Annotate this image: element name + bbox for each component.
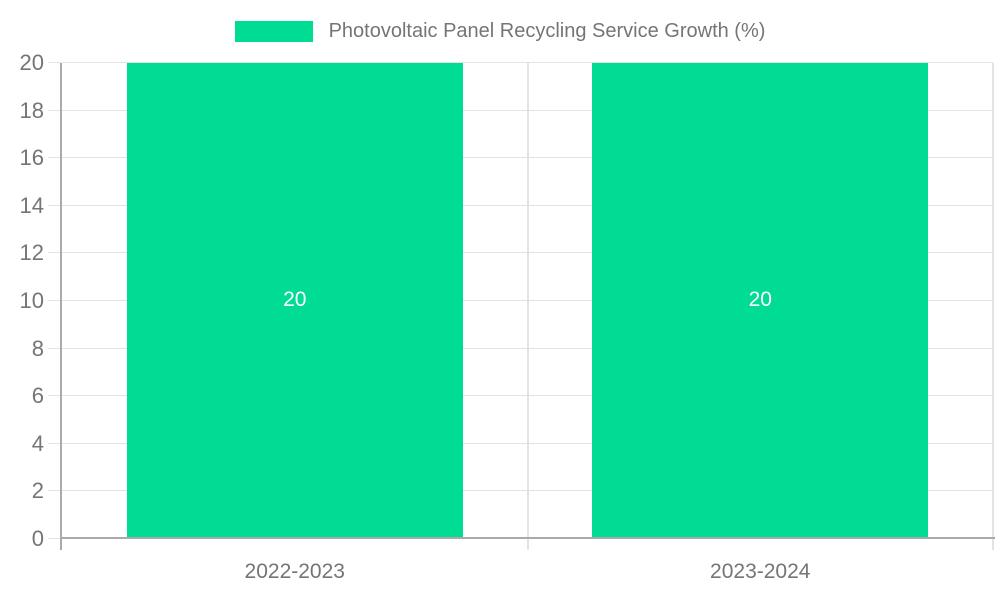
y-axis-tick [48,395,61,397]
y-axis-tick-label: 16 [19,145,44,171]
x-axis-category-label: 2023-2024 [710,560,811,583]
x-axis-category-label: 2022-2023 [244,560,345,583]
y-axis-tick [48,490,61,492]
y-axis-tick-label: 2 [31,478,44,504]
y-axis-tick [48,252,61,254]
y-axis-tick [48,442,61,444]
plot-area: 0 2 4 6 8 10 12 14 16 18 20 20 20 2022-2023 2023-2024 [20,51,995,583]
y-axis-tick [48,157,61,159]
y-axis-tick [48,62,61,63]
y-axis-tick [48,538,61,539]
y-axis-tick [48,347,61,349]
y-axis-tick-label: 12 [19,240,44,266]
legend[interactable]: Photovoltaic Panel Recycling Service Gro… [0,20,1000,43]
y-axis-line [60,63,62,550]
legend-swatch [234,21,313,42]
y-axis-tick-label: 10 [19,288,44,313]
y-axis-tick-label: 8 [31,335,44,361]
y-axis-tick [48,109,61,111]
y-axis-tick [48,300,61,301]
y-axis-tick-label: 4 [31,430,44,456]
y-axis-tick-label: 6 [31,383,44,409]
legend-label: Photovoltaic Panel Recycling Service Gro… [328,20,766,42]
gridline [62,62,993,63]
bar[interactable] [592,63,929,537]
bar[interactable] [126,63,463,537]
y-axis-tick-label: 18 [19,97,44,123]
bar-value-label: 20 [283,288,307,311]
category-split-line [992,63,994,550]
x-axis-line [60,537,995,539]
bar-value-label: 20 [748,288,772,311]
y-axis-tick-label: 14 [19,192,44,218]
y-axis-tick [48,204,61,206]
y-axis-tick-label: 20 [19,50,44,75]
category-split-line [526,63,529,550]
y-axis-tick-label: 0 [31,526,44,551]
